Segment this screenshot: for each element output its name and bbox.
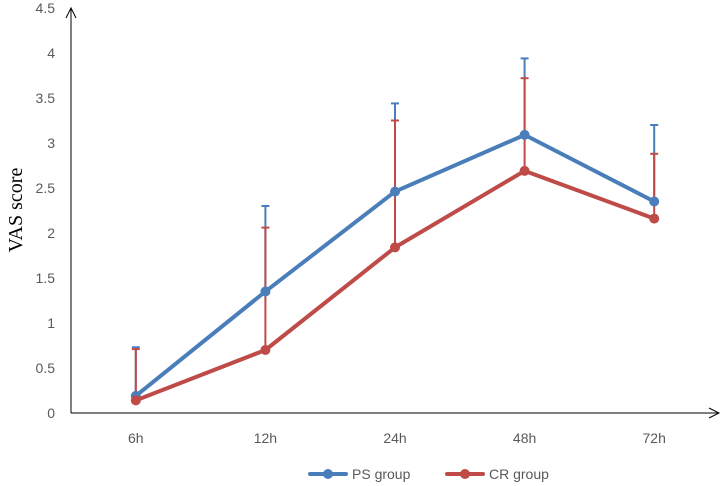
y-tick-label: 2	[47, 225, 55, 241]
y-tick-label: 0	[47, 405, 55, 421]
legend-swatch-marker	[460, 469, 470, 479]
x-tick-label: 6h	[128, 430, 144, 446]
data-point	[519, 129, 530, 140]
legend-item-1: PS group	[308, 466, 411, 482]
y-tick-label: 0.5	[36, 360, 56, 376]
series-2	[130, 165, 660, 406]
legend-label: PS group	[352, 466, 411, 482]
y-axis-label: VAS score	[5, 168, 27, 253]
error-bars	[131, 57, 659, 401]
legend-label: CR group	[489, 466, 549, 482]
data-point	[649, 213, 660, 224]
legend: PS group CR group	[308, 466, 549, 482]
legend-swatch-marker	[323, 469, 333, 479]
legend-item-2: CR group	[445, 466, 549, 482]
series-lines	[130, 129, 660, 406]
y-axis-arrow	[65, 6, 77, 19]
data-point	[260, 345, 271, 355]
data-point	[649, 196, 660, 207]
y-tick-label: 1.5	[36, 270, 56, 286]
data-point	[130, 395, 141, 406]
x-tick-label: 48h	[513, 430, 536, 446]
data-point	[519, 165, 530, 176]
data-point	[390, 242, 400, 253]
axes	[65, 6, 721, 419]
y-tick-label: 2.5	[36, 180, 56, 196]
x-tick-label: 72h	[643, 430, 666, 446]
y-tick-label: 3.5	[36, 90, 56, 106]
y-tick-label: 1	[47, 315, 55, 331]
x-tick-label: 24h	[383, 430, 406, 446]
x-tick-labels: 6h 12h 24h 48h 72h	[128, 430, 666, 446]
data-point	[390, 186, 400, 197]
x-axis-arrow	[708, 407, 721, 419]
y-tick-label: 3	[47, 135, 55, 151]
x-tick-label: 12h	[254, 430, 277, 446]
y-tick-labels: 0 0.5 1 1.5 2 2.5 3 3.5 4 4.5	[36, 0, 56, 421]
data-point	[260, 286, 271, 297]
y-tick-label: 4.5	[36, 0, 56, 16]
y-tick-label: 4	[47, 45, 55, 61]
